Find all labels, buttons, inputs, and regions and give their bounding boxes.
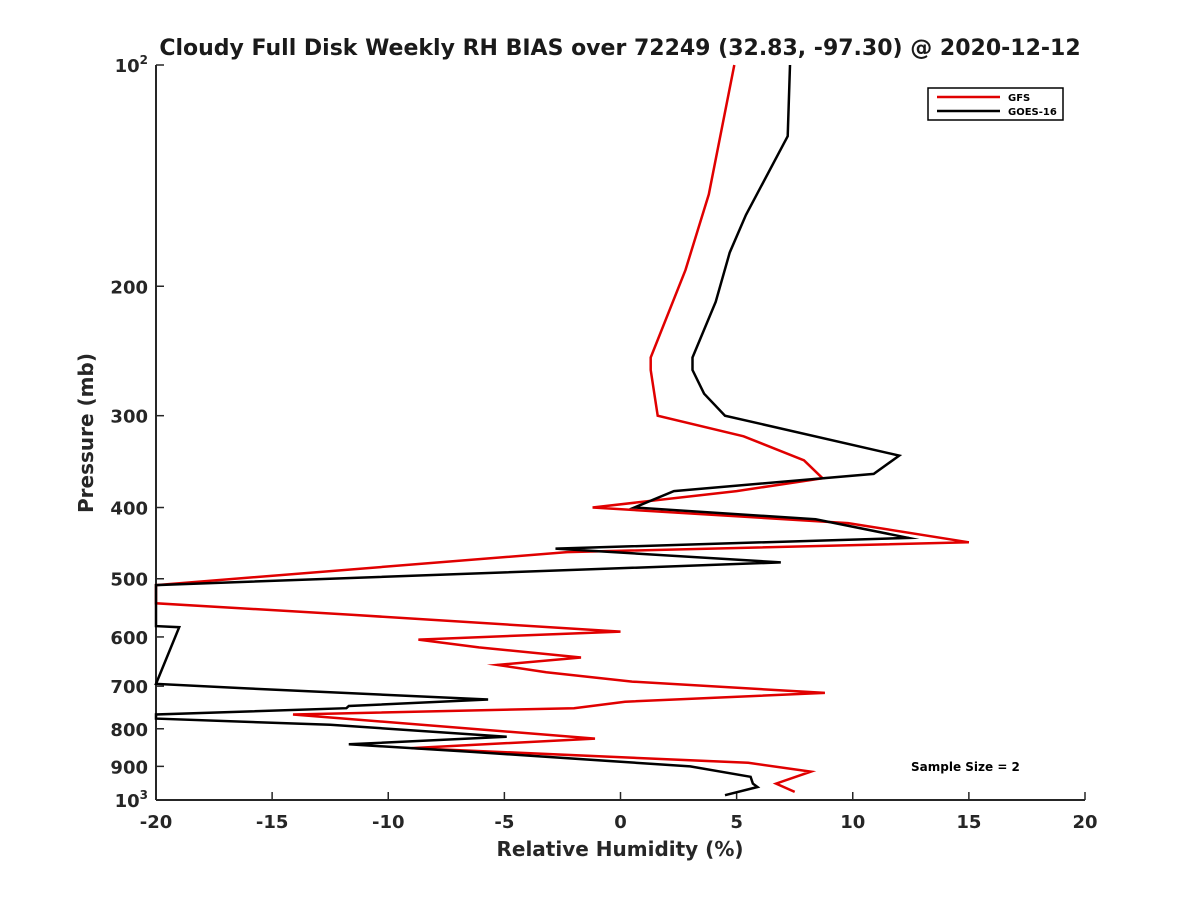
x-ticks: -20 -15 -10 -5 0 5 10 15 20 [140,792,1098,833]
chart-title: Cloudy Full Disk Weekly RH BIAS over 722… [159,36,1080,61]
x-tick-label: 5 [730,812,743,833]
y-tick-label: 500 [110,570,148,591]
sample-size-annotation: Sample Size = 2 [911,760,1020,774]
y-tick-label: 300 [110,407,148,428]
y-tick-label: 400 [110,499,148,520]
series-layer [154,64,970,797]
series-line-goes16 [154,64,920,797]
y-ticks: 102 200 300 400 500 600 700 800 900 103 [110,53,164,812]
x-tick-label: 10 [840,812,865,833]
x-tick-label: 15 [956,812,981,833]
x-tick-label: -15 [256,812,289,833]
y-tick-label: 600 [110,628,148,649]
x-tick-label: -20 [140,812,173,833]
legend: GFS GOES-16 [927,87,1064,121]
series-line-gfs [154,64,970,794]
y-tick-label: 103 [115,788,148,812]
legend-label-gfs: GFS [1008,93,1030,104]
x-tick-label: 20 [1072,812,1097,833]
x-tick-label: -5 [494,812,514,833]
x-tick-label: -10 [372,812,405,833]
y-tick-label: 800 [110,720,148,741]
legend-label-goes16: GOES-16 [1008,107,1057,118]
x-tick-label: 0 [614,812,627,833]
y-tick-label: 900 [110,757,148,778]
y-tick-label: 102 [115,53,148,77]
legend-box [927,87,1064,121]
y-tick-label: 700 [110,677,148,698]
y-tick-label: 200 [110,277,148,298]
x-axis-label: Relative Humidity (%) [496,837,743,861]
y-axis-label: Pressure (mb) [74,353,98,513]
